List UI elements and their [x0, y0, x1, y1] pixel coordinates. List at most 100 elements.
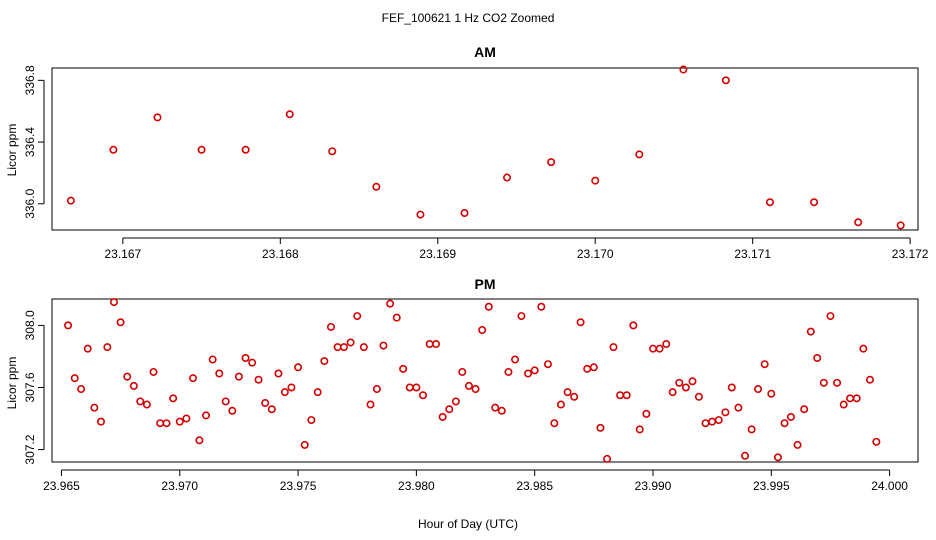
pm-data-point [267, 405, 276, 414]
pm-data-point [741, 451, 750, 460]
am-data-point [547, 158, 556, 167]
pm-data-point [109, 298, 118, 307]
pm-data-point [576, 318, 585, 327]
pm-data-point [721, 408, 730, 417]
pm-data-point [234, 372, 243, 381]
pm-data-point [189, 374, 198, 383]
pm-data-point [123, 372, 132, 381]
pm-y-axis-label: Licor ppm [5, 357, 19, 410]
pm-data-point [307, 416, 316, 425]
pm-data-point [543, 360, 552, 369]
pm-data-point [445, 405, 454, 414]
pm-data-point [451, 397, 460, 406]
pm-data-point [366, 400, 375, 409]
am-y-tick-label: 336.4 [23, 127, 37, 157]
am-data-point [66, 196, 75, 205]
pm-data-point [550, 419, 559, 428]
pm-data-point [589, 363, 598, 372]
pm-x-tick-label: 23.980 [398, 479, 435, 493]
am-data-point [896, 221, 905, 230]
pm-x-tick-label: 23.990 [635, 479, 672, 493]
am-x-tick-label: 23.172 [892, 247, 929, 261]
am-data-point [153, 113, 162, 122]
pm-data-point [129, 381, 138, 390]
pm-data-point [734, 403, 743, 412]
am-panel-title: AM [474, 44, 496, 60]
pm-data-point [162, 419, 171, 428]
pm-data-point [412, 383, 421, 392]
pm-data-point [228, 406, 237, 415]
am-x-tick-label: 23.171 [734, 247, 771, 261]
pm-data-point [379, 341, 388, 350]
pm-data-point [688, 377, 697, 386]
pm-data-point [175, 417, 184, 426]
pm-y-tick-label: 308.0 [23, 310, 37, 340]
pm-data-point [346, 338, 355, 347]
am-y-tick-label: 336.0 [23, 188, 37, 218]
pm-data-point [694, 392, 703, 401]
pm-data-point [169, 394, 178, 403]
pm-data-point [491, 403, 500, 412]
pm-data-point [648, 344, 657, 353]
am-y-axis-label: Licor ppm [5, 124, 19, 177]
pm-data-point [865, 375, 874, 384]
pm-data-point [563, 388, 572, 397]
pm-panel-title: PM [475, 276, 496, 292]
pm-x-tick-label: 23.970 [161, 479, 198, 493]
pm-data-point [274, 369, 283, 378]
pm-data-point [484, 302, 493, 311]
pm-x-tick-label: 23.995 [753, 479, 790, 493]
am-data-point [810, 198, 819, 207]
pm-data-point [629, 321, 638, 330]
pm-data-point [254, 375, 263, 384]
pm-data-point [326, 322, 335, 331]
pm-data-point [392, 313, 401, 322]
pm-data-point [642, 409, 651, 418]
am-data-point [635, 150, 644, 159]
pm-data-point [760, 360, 769, 369]
pm-data-point [655, 344, 664, 353]
pm-data-point [800, 405, 809, 414]
pm-data-point [241, 353, 250, 362]
am-x-tick-label: 23.167 [105, 247, 142, 261]
pm-data-point [524, 369, 533, 378]
pm-data-point [313, 388, 322, 397]
am-x-tick-label: 23.170 [577, 247, 614, 261]
am-data-point [416, 210, 425, 219]
pm-data-point [570, 392, 579, 401]
am-panel: AM Licor ppm 23.167 23.168 23.169 23.170 23.… [5, 44, 929, 261]
am-data-point [679, 65, 688, 74]
pm-data-point [773, 453, 782, 462]
pm-data-point [464, 381, 473, 390]
pm-data-point [609, 343, 618, 352]
pm-data-point [708, 417, 717, 426]
pm-data-point [530, 366, 539, 375]
pm-data-point [754, 385, 763, 394]
am-data-point [285, 110, 294, 119]
pm-data-point [537, 302, 546, 311]
pm-data-point [668, 388, 677, 397]
am-x-tick-label: 23.169 [419, 247, 456, 261]
pm-data-point [294, 363, 303, 372]
am-data-point [854, 218, 863, 227]
am-data-point [241, 145, 250, 154]
pm-data-point [675, 378, 684, 387]
pm-data-point [596, 423, 605, 432]
pm-data-point [813, 353, 822, 362]
pm-data-point [202, 411, 211, 420]
pm-data-point [70, 374, 79, 383]
pm-data-point [826, 312, 835, 321]
pm-data-point [767, 389, 776, 398]
pm-data-point [156, 419, 165, 428]
pm-data-point [103, 343, 112, 352]
pm-x-tick-label: 23.985 [516, 479, 553, 493]
pm-data-point [215, 369, 224, 378]
am-data-point [591, 176, 600, 185]
pm-data-point [208, 355, 217, 364]
pm-x-tick-label: 23.965 [43, 479, 80, 493]
pm-data-point [833, 378, 842, 387]
pm-data-point [136, 397, 145, 406]
am-data-point [721, 76, 730, 85]
pm-data-point [149, 367, 158, 376]
pm-data-point [662, 340, 671, 349]
